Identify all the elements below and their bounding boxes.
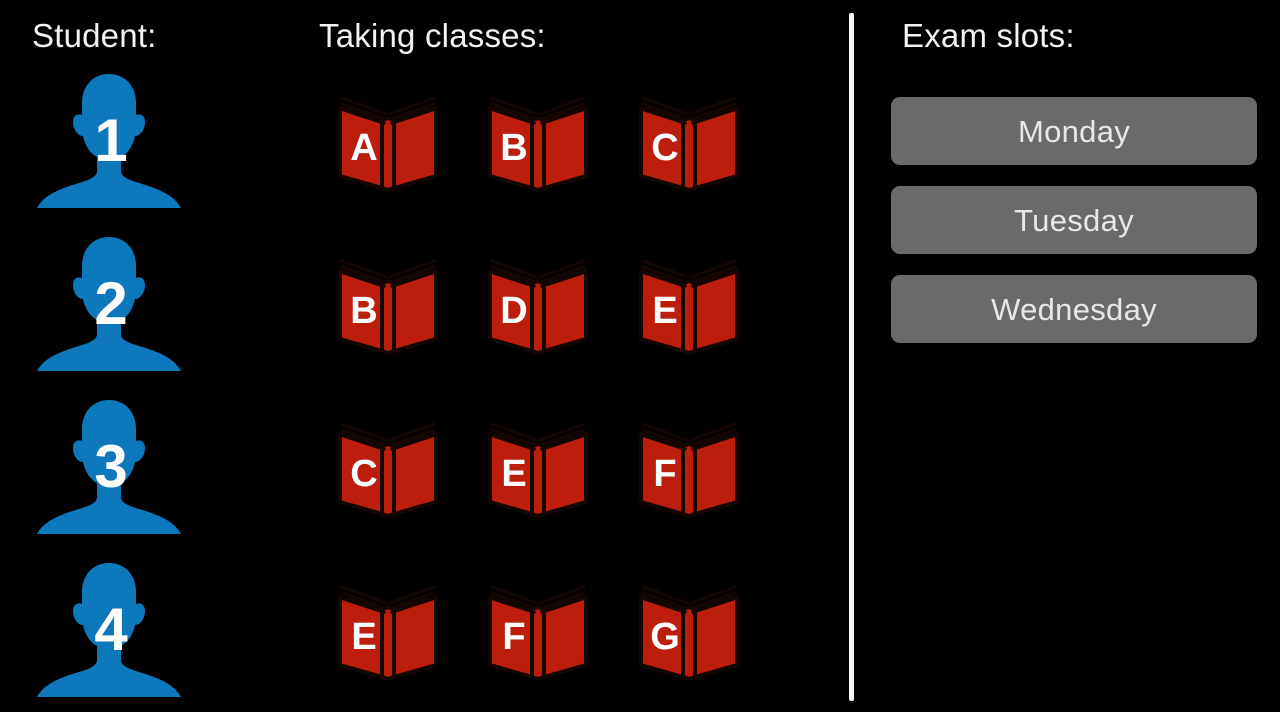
column-header-taking-classes: Taking classes: <box>319 17 546 54</box>
class-book-A[interactable]: A <box>336 92 440 192</box>
student-class-roster: 1 A B C 2 B D E 3 C E F 4 E F G <box>0 60 851 712</box>
student-avatar-3[interactable]: 3 <box>35 400 183 534</box>
open-book-icon <box>488 259 588 355</box>
class-book-group: A B C <box>300 60 840 223</box>
open-book-icon <box>338 422 438 518</box>
exam-slot-button-1[interactable]: Monday <box>891 97 1257 165</box>
class-book-E[interactable]: E <box>486 418 590 518</box>
class-book-G[interactable]: G <box>637 581 741 681</box>
student-number-label: 2 <box>94 270 128 337</box>
class-book-F[interactable]: F <box>486 581 590 681</box>
class-book-C[interactable]: C <box>637 92 741 192</box>
class-book-D[interactable]: D <box>486 255 590 355</box>
class-book-E[interactable]: E <box>336 581 440 681</box>
student-row: 1 A B C <box>0 60 851 223</box>
student-row: 3 C E F <box>0 386 851 549</box>
exam-slot-label: Wednesday <box>991 291 1157 327</box>
column-header-exam-slots: Exam slots: <box>902 17 1075 54</box>
student-number-label: 1 <box>94 107 128 174</box>
open-book-icon <box>488 585 588 681</box>
open-book-icon <box>639 422 739 518</box>
class-letter-label: A <box>350 127 378 169</box>
student-avatar-1[interactable]: 1 <box>35 74 183 208</box>
student-row: 4 E F G <box>0 549 851 712</box>
open-book-icon <box>338 259 438 355</box>
student-number-label: 3 <box>94 433 128 500</box>
class-book-group: E F G <box>300 549 840 712</box>
exam-slot-label: Tuesday <box>1014 202 1134 238</box>
student-avatar-2[interactable]: 2 <box>35 237 183 371</box>
exam-slot-label: Monday <box>1017 113 1131 149</box>
person-bust-icon <box>37 74 181 208</box>
class-book-B[interactable]: B <box>486 92 590 192</box>
student-row: 2 B D E <box>0 223 851 386</box>
class-letter-label: E <box>652 290 678 332</box>
class-book-C[interactable]: C <box>336 418 440 518</box>
column-header-student: Student: <box>32 17 157 54</box>
student-number-label: 4 <box>94 596 128 663</box>
exam-slot-button-2[interactable]: Tuesday <box>891 186 1257 254</box>
open-book-icon <box>338 585 438 681</box>
class-letter-label: G <box>650 616 680 658</box>
open-book-icon <box>639 259 739 355</box>
class-letter-label: E <box>351 616 377 658</box>
open-book-icon <box>338 96 438 192</box>
class-letter-label: F <box>502 616 526 658</box>
class-letter-label: D <box>500 290 528 332</box>
student-avatar-4[interactable]: 4 <box>35 563 183 697</box>
person-bust-icon <box>37 563 181 697</box>
class-letter-label: B <box>350 290 378 332</box>
open-book-icon <box>639 585 739 681</box>
person-bust-icon <box>37 237 181 371</box>
class-book-F[interactable]: F <box>637 418 741 518</box>
class-book-E[interactable]: E <box>637 255 741 355</box>
class-letter-label: B <box>500 127 528 169</box>
open-book-icon <box>488 422 588 518</box>
class-letter-label: E <box>501 453 527 495</box>
open-book-icon <box>639 96 739 192</box>
class-letter-label: C <box>350 453 378 495</box>
class-letter-label: C <box>651 127 679 169</box>
person-bust-icon <box>37 400 181 534</box>
panel-divider <box>849 13 854 701</box>
exam-slot-button-3[interactable]: Wednesday <box>891 275 1257 343</box>
exam-slot-list: Monday Tuesday Wednesday <box>891 97 1257 364</box>
open-book-icon <box>488 96 588 192</box>
class-book-B[interactable]: B <box>336 255 440 355</box>
class-letter-label: F <box>653 453 677 495</box>
